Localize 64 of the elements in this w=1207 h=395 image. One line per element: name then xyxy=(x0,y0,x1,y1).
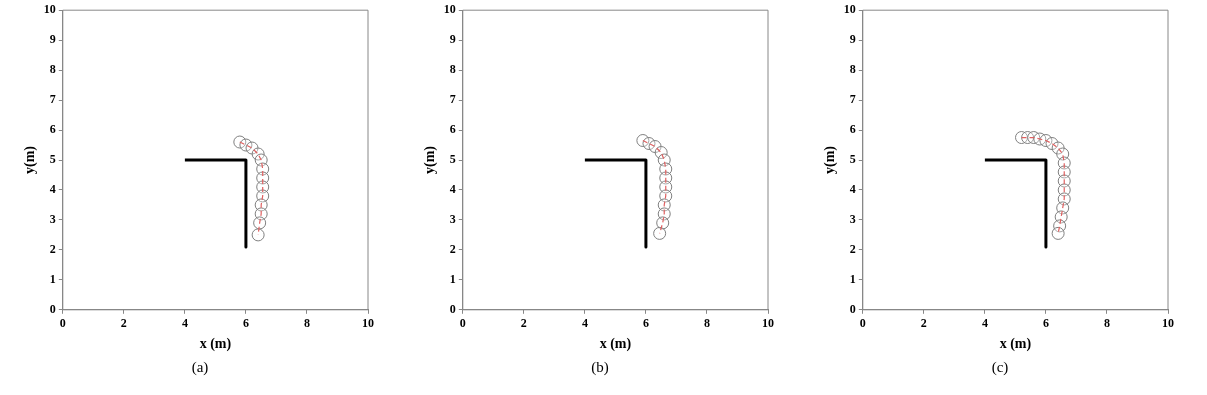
y-tick-label: 0 xyxy=(449,301,456,316)
x-tick-label: 4 xyxy=(581,316,588,331)
x-tick-label: 0 xyxy=(859,316,866,331)
x-tick-label: 6 xyxy=(242,316,249,331)
y-tick-label: 2 xyxy=(849,241,856,256)
x-axis-title: x (m) xyxy=(599,336,632,353)
point xyxy=(1051,226,1065,240)
text: (b) xyxy=(591,359,609,376)
x-tick-label: 8 xyxy=(1103,316,1110,331)
y-tick-label: 8 xyxy=(449,62,456,77)
y-tick-label: 5 xyxy=(849,152,856,167)
y-tick-label: 3 xyxy=(49,212,56,227)
y-tick-label: 2 xyxy=(49,241,56,256)
x-axis-title: x (m) xyxy=(199,336,232,353)
x-tick-label: 8 xyxy=(703,316,710,331)
y-tick-label: 0 xyxy=(49,301,56,316)
y-tick-label: 9 xyxy=(449,32,456,47)
y-tick-label: 3 xyxy=(449,212,456,227)
x-tick-label: 2 xyxy=(120,316,127,331)
x-tick-label: 0 xyxy=(59,316,66,331)
point xyxy=(653,226,667,240)
x-tick-label: 4 xyxy=(181,316,188,331)
y-tick-label: 1 xyxy=(449,271,456,286)
x-axis-title: x (m) xyxy=(999,336,1032,353)
y-axis-title: y(m) xyxy=(422,145,439,174)
y-tick-label: 0 xyxy=(849,301,856,316)
y-tick-label: 9 xyxy=(49,32,56,47)
y-tick-label: 5 xyxy=(449,152,456,167)
x-tick-label: 10 xyxy=(1162,316,1174,331)
y-tick-label: 10 xyxy=(443,2,456,17)
y-tick-label: 2 xyxy=(449,241,456,256)
x-tick-label: 10 xyxy=(762,316,774,331)
x-tick-label: 8 xyxy=(303,316,310,331)
x-tick-label: 4 xyxy=(981,316,988,331)
y-tick-label: 1 xyxy=(849,271,856,286)
y-tick-label: 7 xyxy=(449,92,456,107)
y-tick-label: 10 xyxy=(843,2,856,17)
y-tick-label: 9 xyxy=(849,32,856,47)
x-tick-label: 10 xyxy=(362,316,374,331)
y-tick-label: 4 xyxy=(449,182,456,197)
y-tick-label: 8 xyxy=(849,62,856,77)
point xyxy=(253,216,267,230)
y-tick-label: 4 xyxy=(49,182,56,197)
y-tick-label: 8 xyxy=(49,62,56,77)
y-axis-title: y(m) xyxy=(22,145,39,174)
y-tick-label: 1 xyxy=(49,271,56,286)
y-tick-label: 6 xyxy=(849,122,856,137)
y-tick-label: 7 xyxy=(849,92,856,107)
y-axis-title: y(m) xyxy=(822,145,839,174)
text: (a) xyxy=(191,359,209,376)
y-tick-label: 4 xyxy=(849,182,856,197)
x-tick-label: 0 xyxy=(459,316,466,331)
y-tick-label: 5 xyxy=(49,152,56,167)
x-tick-label: 6 xyxy=(642,316,649,331)
x-tick-label: 2 xyxy=(520,316,527,331)
point xyxy=(251,228,265,242)
x-tick-label: 6 xyxy=(1042,316,1049,331)
y-tick-label: 6 xyxy=(449,122,456,137)
y-tick-label: 7 xyxy=(49,92,56,107)
text: (c) xyxy=(991,359,1009,376)
y-tick-label: 3 xyxy=(849,212,856,227)
y-tick-label: 10 xyxy=(43,2,56,17)
x-tick-label: 2 xyxy=(920,316,927,331)
y-tick-label: 6 xyxy=(49,122,56,137)
